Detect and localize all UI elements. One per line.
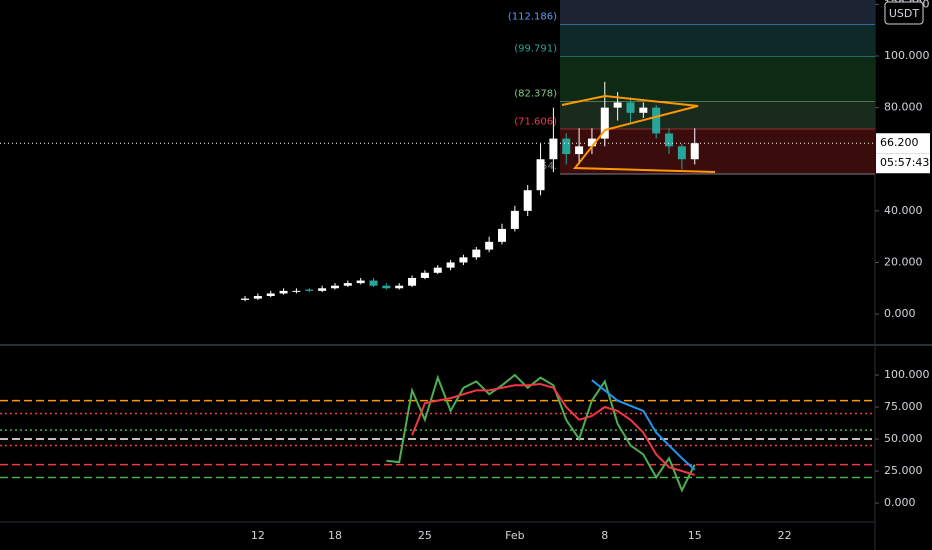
y-tick-label: 40.000 xyxy=(884,204,923,217)
y-tick-label: 25.000 xyxy=(884,464,923,477)
candle-body xyxy=(318,288,327,291)
y-tick-label: 50.000 xyxy=(884,432,923,445)
fib-zones: (112.186) (99.791) (82.378) (71.606) (54. xyxy=(508,0,875,175)
candle-body xyxy=(652,107,661,134)
x-tick-label: 8 xyxy=(601,529,608,542)
x-tick-label: 25 xyxy=(418,529,432,542)
fib-label: (82.378) xyxy=(514,88,557,99)
candle-body xyxy=(639,107,648,113)
series-line xyxy=(386,373,696,493)
x-tick-label: 15 xyxy=(688,529,702,542)
candle-body xyxy=(420,272,429,278)
fib-zone xyxy=(560,56,875,102)
candle-body xyxy=(459,257,468,263)
series-line xyxy=(411,382,695,476)
candle-body xyxy=(253,296,262,299)
candle-body xyxy=(446,262,455,268)
candle-body xyxy=(485,241,494,250)
unit-label: USDT xyxy=(889,7,920,20)
y-tick-label: 75.000 xyxy=(884,400,923,413)
unit-box[interactable] xyxy=(884,1,924,25)
candle-body xyxy=(587,138,596,147)
price-pane xyxy=(0,81,875,302)
fib-zone xyxy=(560,101,875,130)
countdown-box xyxy=(876,153,930,174)
candle-body xyxy=(408,277,417,286)
candle-body xyxy=(343,283,352,286)
candle-body xyxy=(523,190,532,211)
candle-body xyxy=(626,102,635,113)
y-tick-label: 20.000 xyxy=(884,255,923,268)
y-tick-label: 0.000 xyxy=(884,307,916,320)
candle-body xyxy=(536,159,545,191)
y-tick-label: 100.000 xyxy=(884,368,930,381)
oscillator-pane xyxy=(0,373,875,493)
x-tick-label: 12 xyxy=(251,529,265,542)
candle-body xyxy=(356,280,365,284)
x-tick-label: 22 xyxy=(778,529,792,542)
fib-zone xyxy=(560,24,875,57)
candle-body xyxy=(382,285,391,289)
fib-label: (99.791) xyxy=(514,44,557,55)
fib-label: (112.186) xyxy=(508,12,557,23)
fib-zone xyxy=(560,0,875,25)
y-tick-label: 100.000 xyxy=(884,49,930,62)
candle-body xyxy=(562,138,571,155)
fib-label: (54. xyxy=(537,161,557,172)
candle-body xyxy=(266,293,275,297)
last-price-label: 66.200 xyxy=(880,136,919,149)
x-tick-label: 18 xyxy=(328,529,342,542)
series-line xyxy=(591,379,696,471)
fib-label: (71.606) xyxy=(514,116,557,127)
candle-body xyxy=(665,133,674,147)
candle-body xyxy=(433,267,442,273)
candle-body xyxy=(279,290,288,294)
candle-body xyxy=(575,146,584,155)
candle-body xyxy=(292,290,301,292)
candle-body xyxy=(690,143,699,160)
triangle-drawing xyxy=(561,94,716,173)
candle-body xyxy=(498,228,507,242)
last-price-box xyxy=(876,133,930,154)
y-tick-label: 0.000 xyxy=(884,496,916,509)
candle-body xyxy=(241,298,250,300)
candle-body xyxy=(472,249,481,258)
countdown-label: 05:57:43 xyxy=(880,156,929,169)
candle-body xyxy=(677,146,686,160)
candle-body xyxy=(549,138,558,160)
candle-body xyxy=(395,285,404,289)
candle-body xyxy=(369,280,378,286)
x-tick-label: Feb xyxy=(505,529,524,542)
candle-body xyxy=(613,102,622,108)
candle-body xyxy=(305,289,314,291)
y-tick-label: 80.000 xyxy=(884,101,923,114)
candle-body xyxy=(330,285,339,289)
candle-body xyxy=(600,107,609,139)
fib-zone xyxy=(560,129,875,174)
candle-body xyxy=(510,210,519,229)
